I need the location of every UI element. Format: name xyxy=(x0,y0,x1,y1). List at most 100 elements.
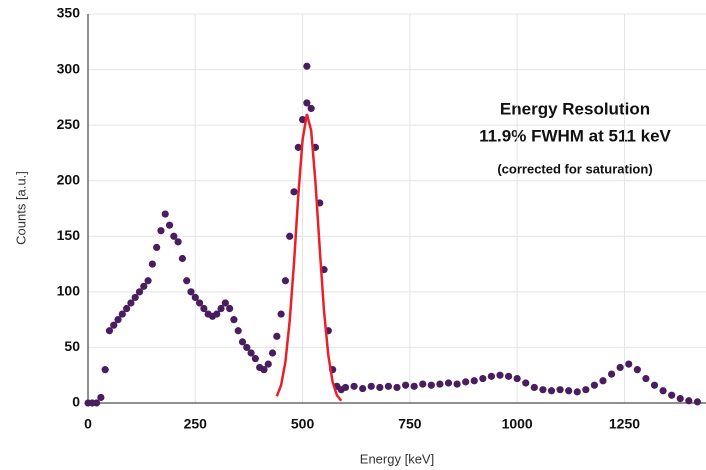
data-point xyxy=(659,387,667,395)
data-point xyxy=(496,371,504,379)
x-tick-label: 750 xyxy=(398,416,422,432)
data-point xyxy=(135,288,144,296)
data-point xyxy=(616,363,624,372)
data-point xyxy=(590,381,599,389)
data-point xyxy=(251,354,259,363)
data-point xyxy=(217,304,225,313)
data-point xyxy=(290,188,298,196)
data-point xyxy=(573,388,581,396)
data-point xyxy=(131,293,139,302)
data-point xyxy=(101,366,109,374)
data-point xyxy=(264,360,272,368)
data-point xyxy=(376,383,384,392)
x-tick-label: 250 xyxy=(184,416,208,432)
data-point xyxy=(140,282,148,290)
data-point xyxy=(123,304,131,313)
data-point xyxy=(170,232,178,240)
y-tick-label: 300 xyxy=(57,60,81,76)
data-point xyxy=(281,277,290,285)
y-tick-label: 100 xyxy=(57,283,81,299)
data-point xyxy=(436,380,444,388)
data-point xyxy=(183,277,191,285)
data-point xyxy=(676,394,684,403)
data-point xyxy=(157,227,165,235)
data-point xyxy=(341,383,350,392)
data-point xyxy=(453,380,461,388)
data-point xyxy=(599,377,607,385)
annotation: 11.9% FWHM at 511 keV xyxy=(479,126,671,145)
data-point xyxy=(303,62,311,70)
data-point xyxy=(359,384,367,393)
data-point xyxy=(110,321,118,329)
data-point xyxy=(384,382,393,390)
data-point xyxy=(178,254,187,263)
data-point xyxy=(350,382,358,390)
data-point xyxy=(148,260,156,268)
data-point xyxy=(307,104,315,113)
data-point xyxy=(294,143,302,151)
data-point xyxy=(462,378,470,386)
y-tick-label: 350 xyxy=(57,5,81,21)
y-tick-label: 50 xyxy=(64,338,80,354)
data-point xyxy=(633,366,641,374)
data-point xyxy=(298,115,307,124)
data-point xyxy=(144,277,152,285)
data-point xyxy=(419,380,427,388)
data-point xyxy=(367,382,375,390)
data-point xyxy=(303,99,311,107)
data-point xyxy=(401,381,410,389)
data-point xyxy=(247,349,255,357)
data-point xyxy=(114,316,122,324)
data-point xyxy=(685,397,693,405)
data-point xyxy=(226,304,234,313)
data-point xyxy=(444,379,453,387)
data-point xyxy=(565,387,573,395)
data-point xyxy=(200,304,208,313)
data-point xyxy=(479,374,487,383)
data-point xyxy=(174,238,182,246)
data-point xyxy=(191,293,199,302)
data-point xyxy=(650,381,659,389)
data-point xyxy=(286,232,294,240)
fit-line xyxy=(275,113,343,402)
data-point xyxy=(556,386,564,394)
data-point xyxy=(105,327,114,335)
data-point xyxy=(260,366,268,374)
y-tick-label: 0 xyxy=(72,394,80,410)
data-point xyxy=(539,386,547,394)
data-point xyxy=(513,374,521,383)
data-point xyxy=(243,343,251,352)
data-point xyxy=(547,387,556,395)
data-point xyxy=(522,379,530,387)
data-point xyxy=(504,372,513,380)
data-point xyxy=(234,327,242,335)
data-point xyxy=(165,221,174,229)
data-point xyxy=(195,299,204,307)
data-point xyxy=(153,243,161,251)
data-point xyxy=(230,316,238,324)
data-point xyxy=(582,386,590,394)
data-point xyxy=(410,382,418,390)
data-point xyxy=(118,310,126,318)
data-point xyxy=(213,310,221,318)
x-axis-label: Energy [keV] xyxy=(360,451,434,466)
data-point xyxy=(427,381,435,389)
data-point xyxy=(277,310,285,318)
data-point xyxy=(273,332,281,340)
y-tick-label: 250 xyxy=(57,116,81,132)
data-point xyxy=(127,299,135,307)
data-point xyxy=(187,288,195,296)
x-tick-label: 1000 xyxy=(502,416,533,432)
data-point xyxy=(693,398,702,406)
y-tick-label: 200 xyxy=(57,171,81,187)
data-point xyxy=(607,370,616,378)
data-point xyxy=(625,360,633,368)
annotation: Energy Resolution xyxy=(500,99,650,118)
data-point xyxy=(642,374,650,383)
data-point xyxy=(92,399,101,407)
x-tick-label: 1250 xyxy=(609,416,640,432)
data-point xyxy=(470,377,478,385)
data-point xyxy=(393,383,401,392)
data-point xyxy=(268,349,277,357)
y-tick-label: 150 xyxy=(57,227,81,243)
